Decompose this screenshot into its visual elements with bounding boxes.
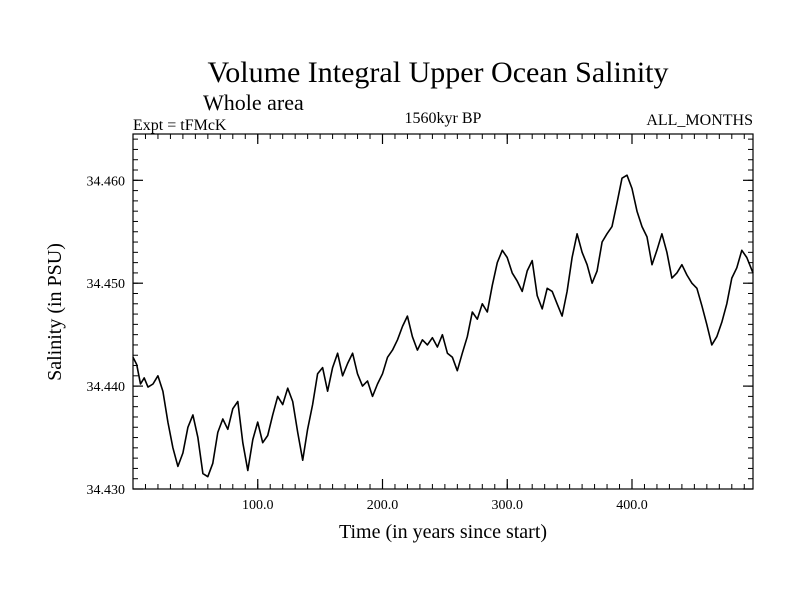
salinity-series-line bbox=[132, 174, 754, 478]
chart-title: Volume Integral Upper Ocean Salinity bbox=[208, 56, 669, 89]
x-tick-label: 300.0 bbox=[491, 498, 523, 513]
months-label: ALL_MONTHS bbox=[646, 112, 753, 129]
experiment-label: Expt = tFMcK bbox=[133, 117, 227, 134]
x-tick-label: 200.0 bbox=[367, 498, 399, 513]
y-tick-label: 34.430 bbox=[87, 483, 126, 498]
y-tick-label: 34.440 bbox=[87, 380, 126, 395]
x-axis-label: Time (in years since start) bbox=[339, 521, 547, 543]
y-tick-label: 34.460 bbox=[87, 174, 126, 189]
x-tick-label: 100.0 bbox=[242, 498, 274, 513]
y-tick-label: 34.450 bbox=[87, 277, 126, 292]
y-axis-label: Salinity (in PSU) bbox=[44, 243, 66, 381]
x-tick-label: 400.0 bbox=[616, 498, 648, 513]
axis-ticks: 100.0 200.0 300.0 400.0 34.430 34.440 34.450 34… bbox=[87, 134, 753, 513]
chart-subtitle: Whole area bbox=[203, 90, 304, 115]
plot-area bbox=[132, 174, 754, 478]
epoch-label: 1560kyr BP bbox=[405, 110, 482, 127]
plot-frame bbox=[132, 133, 754, 490]
